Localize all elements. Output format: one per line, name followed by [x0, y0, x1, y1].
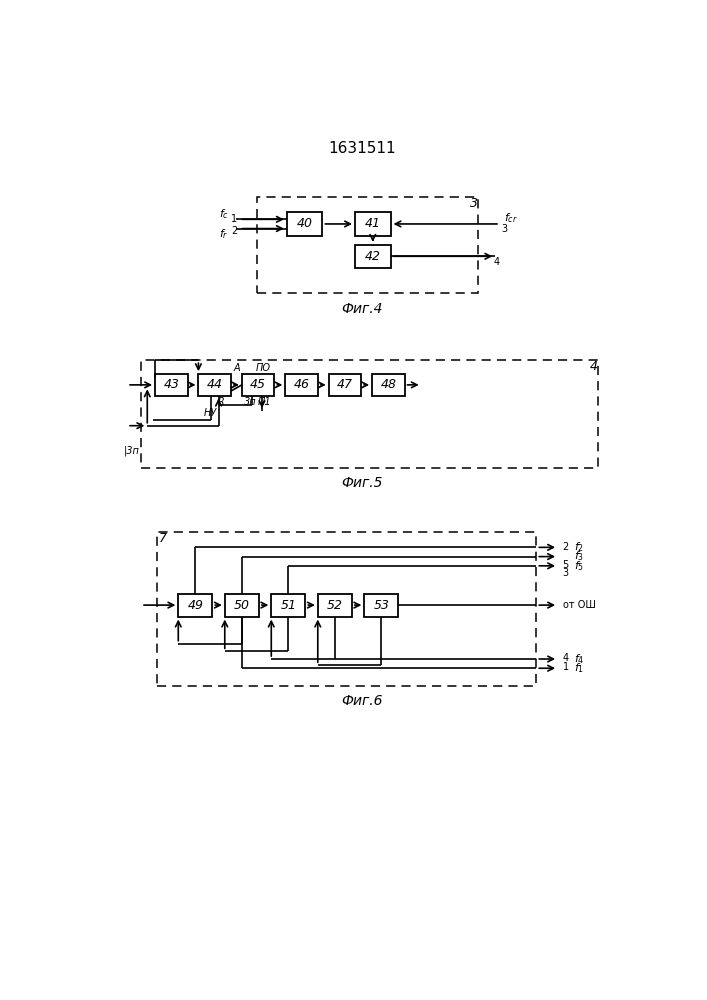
Text: НУ: НУ — [204, 408, 218, 418]
Text: Фиг.4: Фиг.4 — [341, 302, 382, 316]
Text: $f_1$: $f_1$ — [574, 661, 584, 675]
Text: 53: 53 — [373, 599, 390, 612]
Text: 4: 4 — [563, 653, 569, 663]
Text: $f_c$: $f_c$ — [219, 207, 229, 221]
Bar — [287, 212, 322, 235]
Text: $f_3$: $f_3$ — [574, 550, 584, 563]
Bar — [372, 374, 404, 396]
Text: 40: 40 — [297, 217, 312, 230]
Bar — [271, 594, 305, 617]
Text: Фиг.6: Фиг.6 — [341, 694, 382, 708]
Text: $f_2$: $f_2$ — [574, 540, 584, 554]
Text: 1: 1 — [231, 214, 237, 224]
Bar — [355, 212, 391, 235]
Text: 1631511: 1631511 — [328, 141, 396, 156]
Text: 47: 47 — [337, 378, 353, 391]
Text: A: A — [233, 363, 240, 373]
Bar — [257, 197, 478, 293]
Text: 2: 2 — [563, 542, 569, 552]
Text: 48: 48 — [380, 378, 397, 391]
Bar — [329, 374, 361, 396]
Text: $f_{cr}$: $f_{cr}$ — [504, 211, 518, 225]
Text: ПО: ПО — [255, 363, 270, 373]
Text: 1: 1 — [563, 662, 569, 672]
Bar — [355, 245, 391, 268]
Text: 42: 42 — [365, 250, 381, 263]
Bar — [317, 594, 352, 617]
Bar — [155, 374, 187, 396]
Bar — [199, 374, 231, 396]
Text: 3: 3 — [469, 197, 477, 210]
Text: 49: 49 — [187, 599, 204, 612]
Bar — [364, 594, 398, 617]
Text: 52: 52 — [327, 599, 343, 612]
Bar — [156, 532, 537, 686]
Text: Фиг.5: Фиг.5 — [341, 476, 382, 490]
Text: 44: 44 — [206, 378, 223, 391]
Bar — [178, 594, 212, 617]
Text: 5: 5 — [563, 560, 569, 570]
Text: R: R — [218, 397, 224, 407]
Text: 41: 41 — [365, 217, 381, 230]
Text: 2: 2 — [231, 226, 238, 236]
Text: $f_5$: $f_5$ — [574, 559, 584, 573]
Text: П1: П1 — [257, 397, 271, 407]
Text: 50: 50 — [234, 599, 250, 612]
Text: 4: 4 — [590, 360, 597, 373]
Text: 45: 45 — [250, 378, 266, 391]
Text: 3: 3 — [501, 224, 508, 234]
Text: 4: 4 — [493, 257, 500, 267]
Text: 7: 7 — [159, 532, 167, 545]
Text: |3п: |3п — [124, 446, 140, 456]
Text: $f_4$: $f_4$ — [573, 652, 584, 666]
Text: 46: 46 — [293, 378, 310, 391]
Text: от ОШ: от ОШ — [563, 600, 595, 610]
Text: 51: 51 — [280, 599, 296, 612]
Text: 3: 3 — [563, 568, 569, 578]
Bar — [141, 360, 598, 468]
Text: 3п: 3п — [244, 397, 257, 407]
Bar — [225, 594, 259, 617]
Bar — [242, 374, 274, 396]
Bar — [285, 374, 317, 396]
Text: 43: 43 — [163, 378, 180, 391]
Text: $f_r$: $f_r$ — [219, 227, 229, 241]
